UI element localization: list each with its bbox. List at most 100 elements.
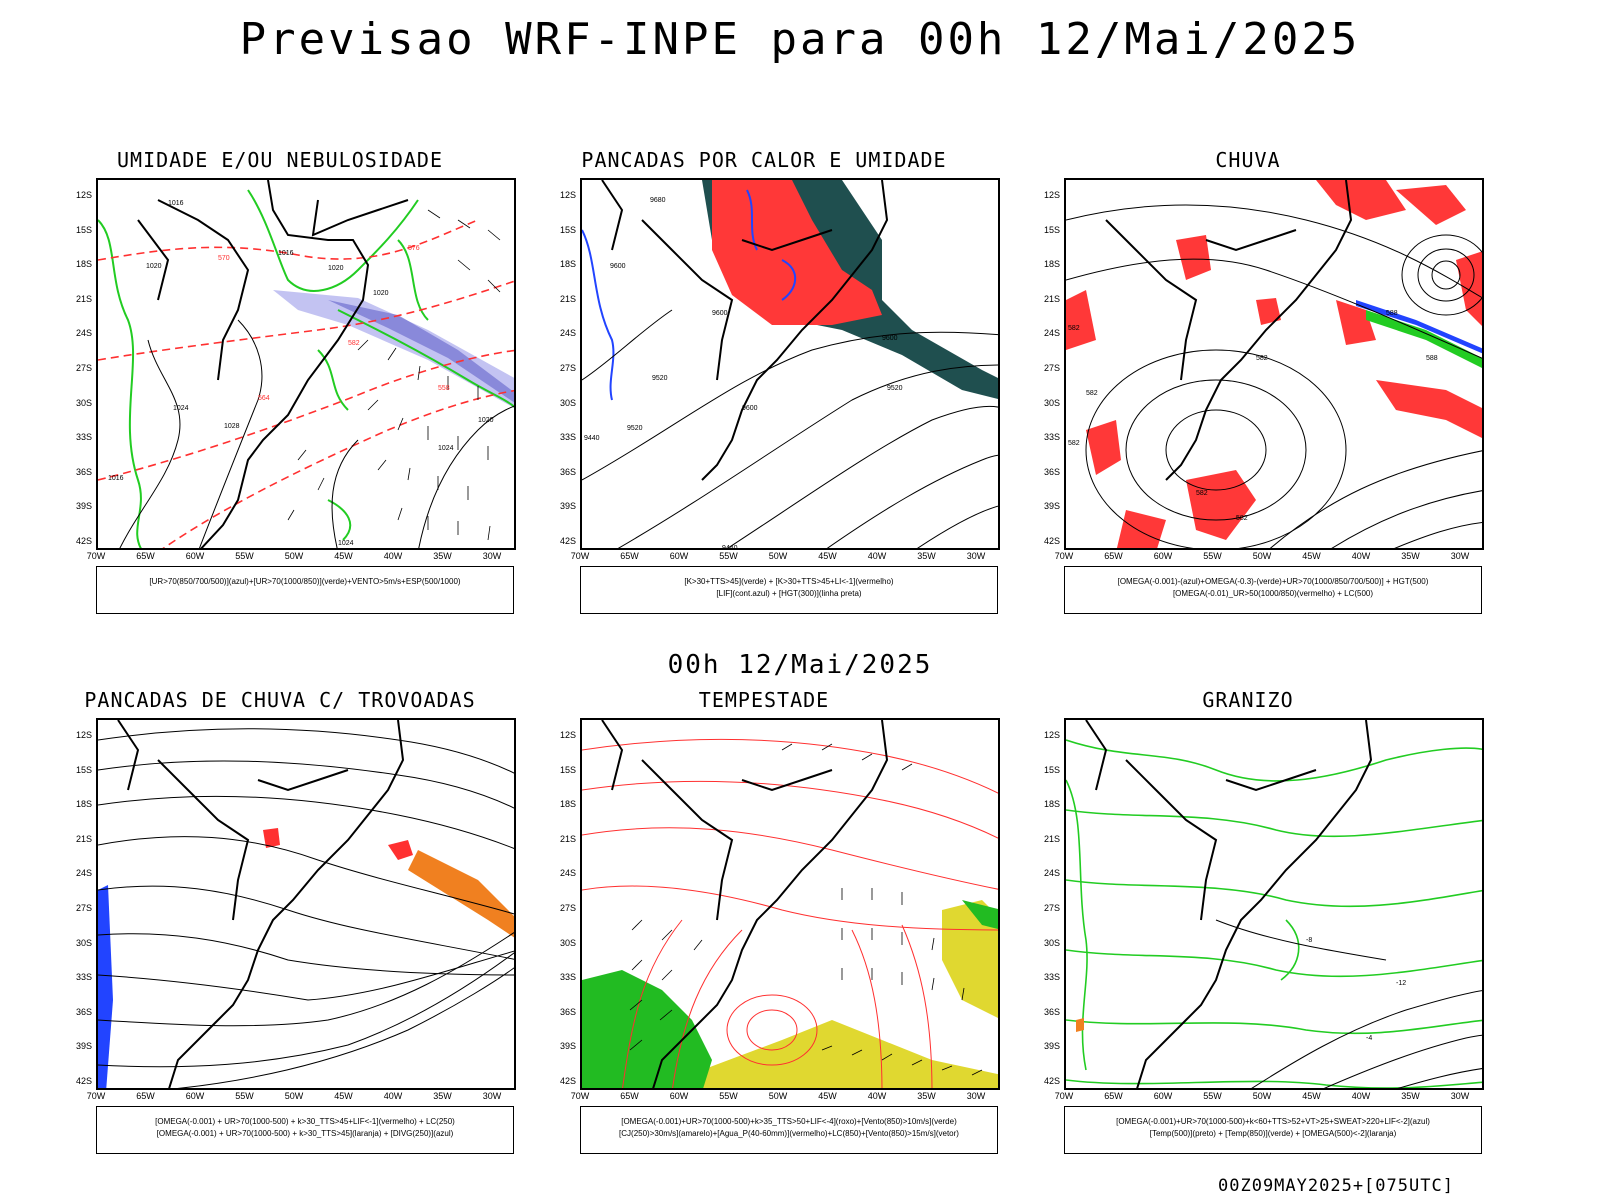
lat-label: 15S [75, 764, 92, 775]
lon-label: 50W [768, 551, 788, 561]
lat-label: 39S [75, 501, 92, 512]
lat-label: 15S [559, 764, 576, 775]
lon-label: 70W [1054, 551, 1074, 561]
map-frame: 1016 1020 1024 1028 1020 1024 570 576 58… [96, 178, 516, 550]
wind-vectors [629, 743, 983, 1076]
lat-label: 30S [1043, 937, 1060, 948]
lon-label: 70W [570, 551, 590, 561]
streamlines [1066, 204, 1482, 548]
lat-label: 12S [559, 730, 576, 740]
contour-label: 9600 [742, 405, 758, 412]
lat-label: 33S [559, 972, 576, 983]
lon-label: 50W [1252, 551, 1272, 561]
lon-label: 60W [1153, 551, 1173, 561]
contour-label: 9680 [650, 197, 666, 204]
map-frame: 9680 9600 9600 9520 9600 9520 9440 9600 … [580, 178, 1000, 550]
contour-label: 1016 [278, 250, 294, 257]
panel-chuva: CHUVA [1008, 148, 1488, 628]
lon-label: 30W [482, 551, 502, 561]
legend-line: [CJ(250)>30m/s](amarelo)+[Agua_P(40-60mm… [619, 1129, 959, 1138]
map-svg: 1016 1020 1024 1028 1020 1024 570 576 58… [98, 180, 514, 548]
shading [98, 828, 514, 1088]
red-rain-patches [1066, 180, 1482, 548]
lat-label: 12S [75, 190, 92, 200]
lon-label: 65W [136, 551, 155, 561]
legend-line: [K>30+TTS>45](verde) + [K>30+TTS>45+LI<-… [684, 577, 894, 586]
lat-label: 42S [1043, 536, 1060, 546]
red-shading [712, 180, 882, 325]
contour-label: 1020 [328, 265, 344, 272]
lon-label: 30W [966, 551, 986, 561]
lat-label: 12S [559, 190, 576, 200]
purple-band [273, 290, 514, 408]
lon-label: 50W [768, 1091, 788, 1101]
legend-line: [OMEGA(-0.01)_UR>50(1000/850)(vermelho) … [1172, 589, 1374, 598]
contour-label: 9600 [712, 310, 728, 317]
coastline [117, 720, 405, 1088]
lon-label: 55W [235, 1091, 254, 1101]
lat-label: 21S [559, 293, 576, 304]
lon-label: 50W [1252, 1091, 1272, 1101]
lat-label: 42S [559, 1076, 576, 1086]
lat-label: 21S [75, 833, 92, 844]
lat-label: 39S [1043, 1041, 1060, 1052]
contour-label: 9440 [722, 545, 738, 550]
lat-label: 24S [1043, 868, 1060, 879]
lat-label: 18S [75, 259, 92, 270]
panel-title: PANCADAS DE CHUVA C/ TROVOADAS [84, 688, 476, 712]
lon-label: 60W [1153, 1091, 1173, 1101]
lon-label: 35W [1401, 551, 1420, 561]
map-frame: 582 588 582 582 582 582 582 588 [1064, 178, 1484, 550]
black-height-contours [582, 309, 998, 548]
lat-label: 27S [1043, 903, 1060, 913]
green-contours [1066, 739, 1482, 1088]
panel-tempestade: TEMPESTADE [524, 688, 1004, 1168]
lat-label: 30S [559, 397, 576, 408]
contour-label: 582 [1068, 440, 1080, 447]
contour-labels: -12 -8 -4 [1306, 937, 1406, 1042]
coastline [137, 180, 409, 548]
green-wind [582, 970, 712, 1088]
lon-label: 55W [719, 1091, 738, 1101]
lon-label: 60W [669, 1091, 689, 1101]
contour-label: 1020 [478, 417, 494, 424]
lon-label: 65W [620, 1091, 639, 1101]
contour-label: 582 [348, 340, 360, 347]
contour-label: 9520 [652, 375, 668, 382]
legend-box: [OMEGA(-0.001)+UR>70(1000-500)+k>35_TTS>… [580, 1106, 998, 1154]
lat-label: 24S [559, 328, 576, 339]
lon-label: 45W [1302, 1091, 1321, 1101]
lat-label: 36S [559, 1006, 576, 1017]
panel-umidade: UMIDADE E/OU NEBULOSIDADE [40, 148, 520, 628]
contour-label: 1016 [168, 200, 184, 207]
blue-strip [98, 885, 113, 1088]
green-contours [98, 189, 514, 548]
lon-label: 70W [1054, 1091, 1074, 1101]
lat-label: 36S [559, 466, 576, 477]
streamlines [98, 728, 514, 1088]
lon-label: 65W [1104, 551, 1123, 561]
lat-label: 27S [1043, 363, 1060, 373]
lat-label: 33S [75, 432, 92, 443]
lon-label: 50W [284, 551, 304, 561]
lon-label: 45W [818, 551, 837, 561]
coastline [1105, 180, 1353, 481]
lat-label: 27S [559, 363, 576, 373]
map-frame: -12 -8 -4 [1064, 718, 1484, 1090]
lat-label: 15S [1043, 764, 1060, 775]
lon-label: 30W [482, 1091, 502, 1101]
panel-title: CHUVA [1215, 148, 1281, 172]
lat-label: 33S [75, 972, 92, 983]
lat-label: 18S [1043, 259, 1060, 270]
panel-pancadas-calor: PANCADAS POR CALOR E UMIDADE [524, 148, 1004, 628]
lat-label: 30S [1043, 397, 1060, 408]
lat-label: 24S [559, 868, 576, 879]
contour-label: 576 [408, 245, 420, 252]
contour-label: 564 [258, 395, 270, 402]
contour-label: 582 [1068, 325, 1080, 332]
red-streamlines [582, 738, 998, 1088]
lat-label: 15S [1043, 224, 1060, 235]
lat-label: 36S [75, 1006, 92, 1017]
lat-label: 39S [1043, 501, 1060, 512]
legend-box: [K>30+TTS>45](verde) + [K>30+TTS>45+LI<-… [580, 566, 998, 614]
